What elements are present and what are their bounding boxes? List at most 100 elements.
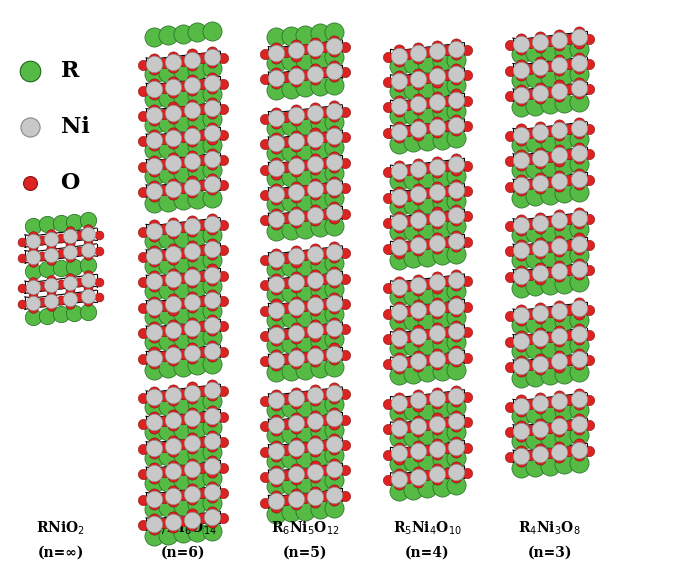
Point	[403, 422, 414, 431]
Point	[149, 489, 160, 498]
Point	[515, 140, 526, 149]
Point	[149, 131, 160, 140]
Text: O: O	[60, 172, 80, 194]
Point	[559, 279, 570, 288]
Point	[393, 278, 404, 287]
Point	[260, 190, 271, 200]
Point	[271, 336, 282, 345]
Point	[393, 127, 404, 136]
Point	[534, 339, 545, 348]
Point	[573, 450, 584, 459]
Point	[309, 64, 320, 73]
Point	[319, 466, 330, 475]
Point	[309, 487, 320, 496]
Point	[436, 251, 447, 260]
Point	[515, 316, 526, 325]
Point	[260, 255, 271, 264]
Point	[149, 221, 160, 230]
Point	[412, 241, 423, 250]
Point	[206, 281, 217, 290]
Point	[36, 282, 47, 291]
Point	[187, 177, 198, 186]
Point	[451, 271, 462, 280]
Point	[187, 131, 198, 140]
Point	[393, 287, 404, 296]
Point	[573, 97, 584, 106]
Point	[83, 292, 94, 301]
Point	[163, 197, 174, 206]
Point	[436, 339, 447, 348]
Point	[319, 274, 330, 283]
Point	[412, 44, 423, 53]
Point	[573, 440, 584, 449]
Point	[515, 165, 526, 174]
Point	[177, 29, 188, 38]
Point	[187, 187, 198, 196]
Point	[515, 321, 526, 330]
Point	[299, 262, 310, 271]
Point	[432, 414, 443, 423]
Point	[309, 300, 320, 310]
Point	[192, 167, 203, 176]
Point	[515, 437, 526, 446]
Point	[441, 418, 452, 427]
Point	[309, 113, 320, 123]
Point	[382, 128, 393, 137]
Point	[206, 518, 217, 527]
Point	[403, 332, 414, 341]
Point	[451, 250, 462, 259]
Point	[168, 497, 179, 506]
Point	[422, 304, 433, 314]
Point	[436, 288, 447, 298]
Point	[530, 282, 540, 291]
Point	[149, 358, 160, 367]
Point	[285, 288, 296, 298]
Point	[339, 133, 350, 142]
Point	[299, 352, 310, 361]
Point	[168, 189, 179, 198]
Point	[534, 429, 545, 438]
Point	[149, 251, 160, 260]
Point	[168, 441, 179, 450]
Point	[149, 156, 160, 165]
Point	[462, 96, 473, 105]
Point	[260, 49, 271, 58]
Point	[584, 446, 595, 455]
Point	[299, 55, 310, 64]
Point	[584, 421, 595, 430]
Point	[573, 340, 584, 349]
Point	[339, 350, 350, 359]
Point	[163, 426, 174, 435]
Point	[192, 424, 203, 433]
Point	[412, 221, 423, 230]
Point	[285, 84, 296, 93]
Point	[329, 203, 340, 212]
Point	[285, 429, 296, 438]
Point	[149, 323, 160, 332]
Point	[432, 213, 443, 222]
Point	[530, 164, 540, 173]
Point	[545, 461, 556, 470]
Point	[329, 414, 340, 423]
Point	[217, 322, 228, 331]
Point	[451, 160, 462, 169]
Point	[197, 347, 208, 356]
Point	[441, 469, 452, 478]
Point	[393, 107, 404, 116]
Point	[187, 252, 198, 261]
Point	[573, 304, 584, 313]
Point	[271, 123, 282, 132]
Point	[422, 471, 433, 480]
Point	[451, 171, 462, 180]
Point	[403, 75, 414, 84]
Point	[393, 429, 404, 438]
Point	[64, 243, 75, 252]
Point	[564, 59, 575, 68]
Point	[299, 287, 310, 296]
Point	[168, 466, 179, 475]
Point	[451, 165, 462, 174]
Point	[432, 308, 443, 317]
Point	[534, 269, 545, 278]
Point	[187, 408, 198, 417]
Point	[451, 332, 462, 341]
